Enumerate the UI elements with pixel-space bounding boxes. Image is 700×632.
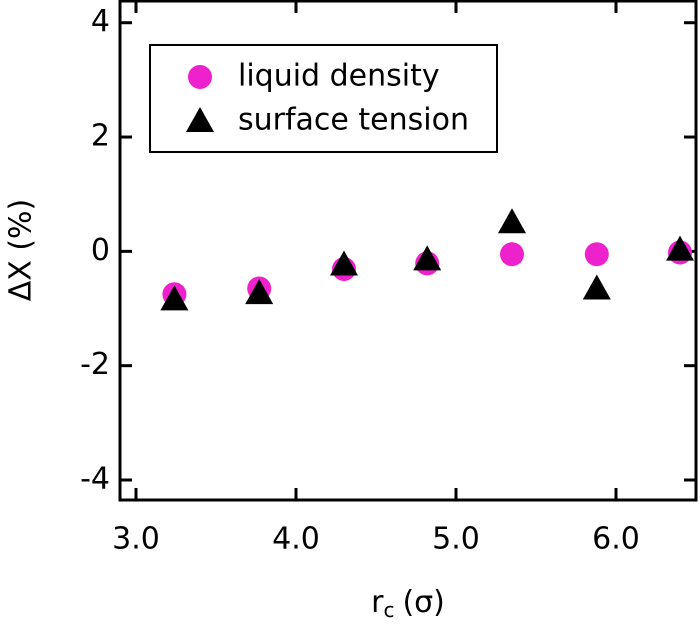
legend-box <box>149 44 498 153</box>
x-label-subscript: c <box>383 598 394 622</box>
triangle-marker <box>666 235 694 261</box>
triangle-marker <box>245 279 274 305</box>
triangle-marker <box>582 274 611 300</box>
legend-marker <box>186 107 214 132</box>
y-axis-label: ΔX (%) <box>4 199 39 302</box>
y-tick-label: 4 <box>91 4 110 39</box>
triangle-marker <box>413 245 442 271</box>
triangle-marker <box>330 250 358 276</box>
x-label-unit: (σ) <box>402 585 444 620</box>
x-tick-label: 5.0 <box>432 522 480 557</box>
x-axis-label: rc (σ) <box>371 585 445 622</box>
circle-marker <box>500 242 524 267</box>
x-tick-label: 6.0 <box>592 522 640 557</box>
circle-marker <box>584 242 609 267</box>
y-tick-label: 0 <box>91 233 110 268</box>
triangle-marker <box>498 208 526 234</box>
x-label-symbol: r <box>371 585 384 620</box>
legend-marker <box>188 65 212 89</box>
legend-label: surface tension <box>238 103 469 138</box>
legend-label: liquid density <box>238 59 440 94</box>
x-tick-label: 3.0 <box>112 522 160 557</box>
y-tick-label: -4 <box>80 461 110 496</box>
x-tick-label: 4.0 <box>272 522 320 557</box>
y-tick-label: -2 <box>80 347 110 382</box>
triangle-marker <box>160 285 189 311</box>
y-tick-label: 2 <box>91 119 110 154</box>
